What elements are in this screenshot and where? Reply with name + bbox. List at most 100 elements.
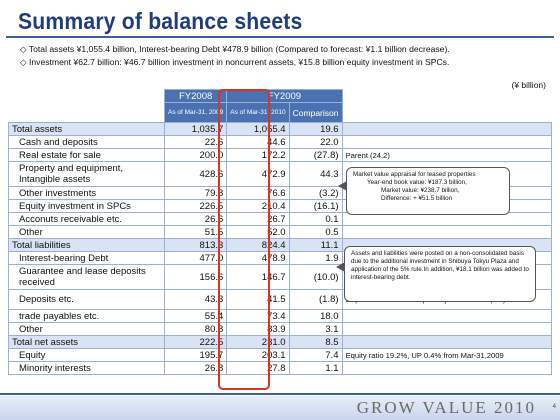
market-value-callout: Market value appraisal for leased proper… [346, 167, 510, 215]
value-mar2009: 80.8 [163, 322, 228, 336]
footer-divider [0, 393, 560, 395]
page-number: 4 [552, 404, 556, 410]
value-mar2009: 55.4 [163, 309, 228, 323]
value-comparison: 1.9 [288, 251, 343, 265]
value-mar2009: 156.6 [163, 264, 228, 290]
row-note: Equity ratio 19.2%, UP 0.4% from Mar-31,… [341, 348, 553, 362]
header-fy2008: FY2008 [163, 89, 228, 103]
value-comparison: 0.5 [288, 225, 343, 239]
table-row: Cash and deposits 22.6 44.6 22.0 [8, 135, 553, 149]
callout-pointer [338, 181, 347, 191]
header-mar2009: As of Mar-31, 2009 [163, 102, 228, 123]
row-label: Minority interests [8, 361, 165, 375]
value-mar2010: 472.9 [226, 161, 290, 187]
value-comparison: 18.0 [288, 309, 343, 323]
value-comparison: (10.0) [288, 264, 343, 290]
table-row: Total net assets 222.5 231.0 8.5 [8, 335, 553, 349]
value-comparison: 7.4 [288, 348, 343, 362]
row-label: Cash and deposits [8, 135, 165, 149]
value-mar2009: 813.3 [163, 238, 228, 252]
callout-line: Year-end book value: ¥187.3 billion, [367, 179, 467, 186]
row-label: Other investments [8, 186, 165, 200]
value-mar2009: 1,035.7 [163, 122, 228, 136]
value-comparison: (27.8) [288, 148, 343, 162]
value-mar2010: 73.4 [226, 309, 290, 323]
value-mar2010: 76.6 [226, 186, 290, 200]
row-note [341, 335, 553, 349]
value-mar2010: 210.4 [226, 199, 290, 213]
value-comparison: 11.1 [288, 238, 343, 252]
table-row: Real estate for sale 200.0 172.2 (27.8) Pare… [8, 148, 553, 162]
value-mar2010: 44.6 [226, 135, 290, 149]
page-title: Summary of balance sheets [18, 8, 303, 34]
header-comparison: Comparison [288, 102, 343, 123]
value-mar2009: 22.6 [163, 135, 228, 149]
balance-sheet-table: FY2008 FY2009 As of Mar-31, 2009 As of M… [8, 89, 553, 375]
row-label: Equity investment in SPCs [8, 199, 165, 213]
value-mar2009: 226.5 [163, 199, 228, 213]
value-comparison: 8.5 [288, 335, 343, 349]
title-area: Summary of balance sheets [18, 8, 327, 35]
row-note: Parent (24.2) [341, 148, 553, 162]
header-mar2010: As of Mar-31, 2010 [226, 102, 290, 123]
brand-logo: GROW VALUE 2010 [356, 398, 536, 417]
value-comparison: 44.3 [288, 161, 343, 187]
value-mar2010: 83.9 [226, 322, 290, 336]
table-row: Other 51.5 52.0 0.5 [8, 225, 553, 239]
value-mar2009: 200.0 [163, 148, 228, 162]
row-note [341, 322, 553, 336]
bullet-investment: ◇ Investment ¥62.7 billion: ¥46.7 billio… [20, 56, 450, 67]
row-label: Property and equipment, Intangible asset… [8, 161, 165, 187]
row-label: Total net assets [8, 335, 165, 349]
value-comparison: (16.1) [288, 199, 343, 213]
table-row: trade payables etc. 55.4 73.4 18.0 [8, 309, 553, 323]
row-label: Equity [8, 348, 165, 362]
row-label: Interest-bearing Debt [8, 251, 165, 265]
summary-bullets: ◇ Total assets ¥1,055.4 billion, Interes… [20, 43, 450, 68]
header-fy2009: FY2009 [226, 89, 343, 103]
value-mar2010: 824.4 [226, 238, 290, 252]
value-comparison: (3.2) [288, 186, 343, 200]
callout-line: Market value appraisal for leased proper… [353, 171, 476, 178]
row-label: Acconuts receivable etc. [8, 212, 165, 226]
value-comparison: 1.1 [288, 361, 343, 375]
value-comparison: 3.1 [288, 322, 343, 336]
row-label: Other [8, 322, 165, 336]
value-mar2009: 477.0 [163, 251, 228, 265]
bullet-total-assets: ◇ Total assets ¥1,055.4 billion, Interes… [20, 44, 450, 54]
value-mar2009: 26.6 [163, 212, 228, 226]
value-comparison: 0.1 [288, 212, 343, 226]
value-mar2010: 27.8 [226, 361, 290, 375]
value-mar2010: 26.7 [226, 212, 290, 226]
non-consolidated-callout: Assets and liabilities were posted on a … [344, 246, 536, 302]
table-row: Minority interests 26.8 27.8 1.1 [8, 361, 553, 375]
value-mar2010: 146.7 [226, 264, 290, 290]
row-label: Total assets [8, 122, 165, 136]
value-mar2009: 428.6 [163, 161, 228, 187]
value-mar2010: 1,055.4 [226, 122, 290, 136]
value-mar2009: 26.8 [163, 361, 228, 375]
value-mar2009: 195.7 [163, 348, 228, 362]
callout-line: Market value: ¥238.7 billion, [381, 187, 460, 194]
value-mar2009: 51.5 [163, 225, 228, 239]
footer-bar [0, 396, 560, 420]
row-label: Other [8, 225, 165, 239]
row-note [341, 361, 553, 375]
table-row: Total assets 1,035.7 1,055.4 19.6 [8, 122, 553, 136]
table-row: Other 80.8 83.9 3.1 [8, 322, 553, 336]
row-label: Real estate for sale [8, 148, 165, 162]
row-note [341, 122, 553, 136]
table-row: Total liabilities 813.3 824.4 11.1 [8, 238, 553, 252]
row-label: Guarantee and lease deposits received [8, 264, 165, 290]
row-note [341, 309, 553, 323]
callout-line: Difference: + ¥51.5 billion [381, 195, 453, 202]
table-row: Equity 195.7 203.1 7.4 Equity ratio 19.2%, U… [8, 348, 553, 362]
value-comparison: (1.8) [288, 289, 343, 310]
value-mar2010: 52.0 [226, 225, 290, 239]
callout-pointer [336, 262, 345, 272]
value-comparison: 22.0 [288, 135, 343, 149]
unit-label: (¥ billion) [511, 80, 547, 90]
header-blank [8, 89, 165, 123]
value-mar2009: 43.3 [163, 289, 228, 310]
title-underline [6, 36, 554, 38]
